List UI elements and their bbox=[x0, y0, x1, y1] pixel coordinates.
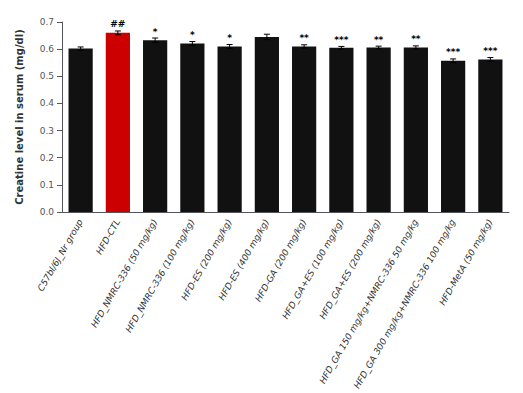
svg-text:##: ## bbox=[110, 19, 125, 29]
svg-text:0.6: 0.6 bbox=[40, 44, 55, 54]
svg-text:Creatine level in serum (mg/dl: Creatine level in serum (mg/dl) bbox=[14, 29, 25, 204]
svg-text:HFD_NMRC-336 (50 mg/kg): HFD_NMRC-336 (50 mg/kg) bbox=[89, 217, 159, 329]
svg-text:HFD_GA 300 mg/kg+NMRC-336 100: HFD_GA 300 mg/kg+NMRC-336 100 mg/kg bbox=[351, 217, 458, 391]
svg-text:**: ** bbox=[411, 34, 421, 44]
svg-text:***: *** bbox=[446, 47, 460, 57]
svg-text:*: * bbox=[190, 30, 195, 40]
svg-text:*: * bbox=[153, 27, 158, 37]
svg-text:***: *** bbox=[483, 46, 497, 56]
svg-text:0.2: 0.2 bbox=[40, 153, 54, 163]
svg-text:0.4: 0.4 bbox=[40, 98, 55, 108]
svg-text:0.1: 0.1 bbox=[40, 180, 54, 190]
svg-text:HFD_GA+ES (100 mg/kg): HFD_GA+ES (100 mg/kg) bbox=[280, 217, 345, 320]
svg-text:0.5: 0.5 bbox=[40, 71, 54, 81]
svg-text:HFD-MetA (50 mg/kg): HFD-MetA (50 mg/kg) bbox=[437, 217, 494, 307]
svg-text:HFD_GA+ES (200 mg/kg): HFD_GA+ES (200 mg/kg) bbox=[317, 217, 382, 320]
svg-text:HFD_NMRC-336 (100 mg/kg): HFD_NMRC-336 (100 mg/kg) bbox=[124, 217, 197, 334]
svg-text:HFD-ES (200 mg/kg): HFD-ES (200 mg/kg) bbox=[179, 217, 234, 302]
svg-text:0.3: 0.3 bbox=[40, 126, 54, 136]
svg-text:0.0: 0.0 bbox=[40, 207, 55, 217]
svg-text:***: *** bbox=[334, 35, 348, 45]
svg-text:**: ** bbox=[299, 33, 309, 43]
svg-text:HFD-ES (400 mg/kg): HFD-ES (400 mg/kg) bbox=[216, 217, 272, 302]
svg-text:*: * bbox=[227, 33, 232, 43]
svg-text:HFD-GA (200 mg/kg): HFD-GA (200 mg/kg) bbox=[253, 217, 309, 304]
svg-text:C57bl/6J_Nr group: C57bl/6J_Nr group bbox=[36, 217, 85, 293]
svg-text:**: ** bbox=[374, 35, 384, 45]
svg-text:HFD-CTL: HFD-CTL bbox=[94, 217, 122, 256]
svg-text:0.7: 0.7 bbox=[40, 17, 54, 27]
svg-text:HFD_GA 150 mg/kg+NMRC-336 50 m: HFD_GA 150 mg/kg+NMRC-336 50 mg/kg bbox=[317, 217, 421, 386]
